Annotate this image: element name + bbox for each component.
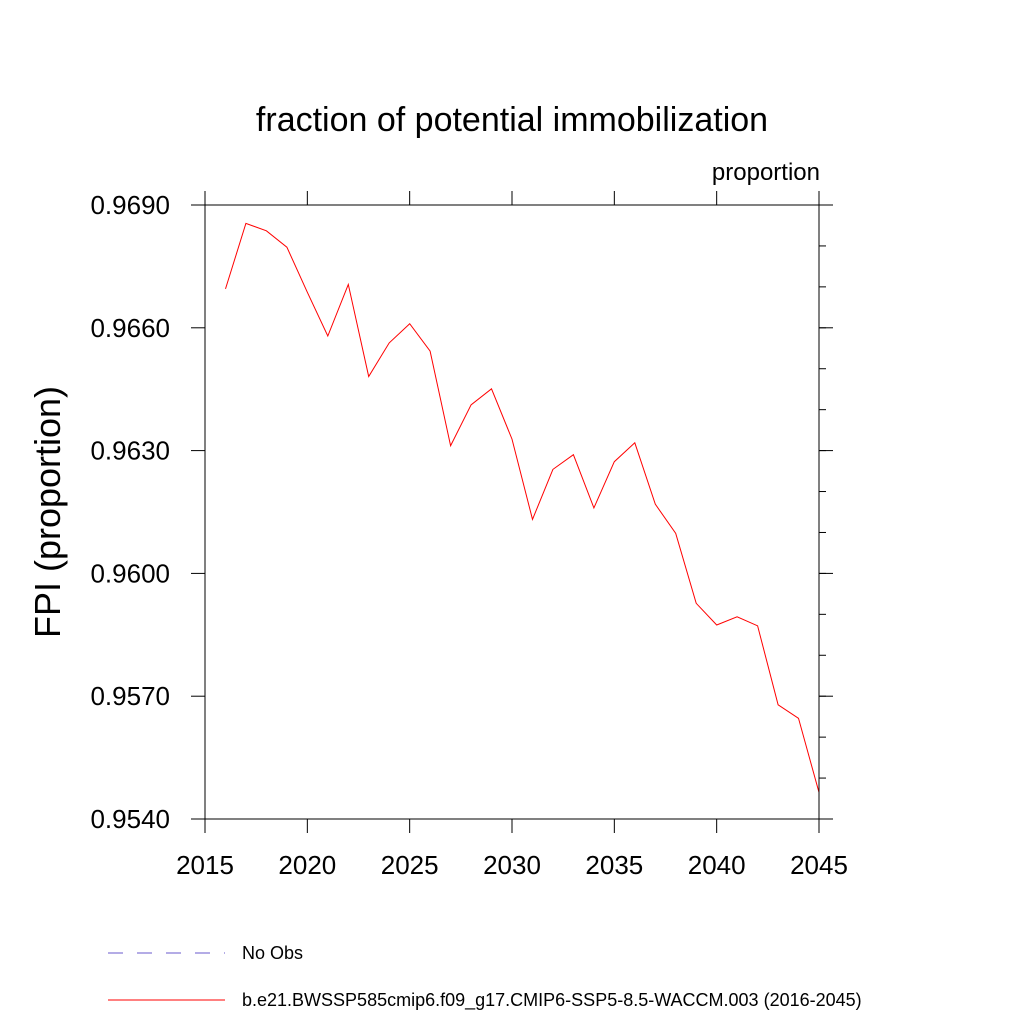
y-tick-label: 0.9540 (90, 804, 170, 834)
axis-ticks (191, 191, 833, 833)
x-tick-label: 2040 (688, 850, 746, 880)
units-label: proportion (712, 159, 820, 186)
x-tick-label: 2020 (278, 850, 336, 880)
y-tick-label: 0.9600 (90, 558, 170, 588)
plot-frame (204, 204, 820, 820)
y-tick-label: 0.9690 (90, 190, 170, 220)
chart-title: fraction of potential immobilization (256, 101, 768, 139)
y-tick-label: 0.9570 (90, 681, 170, 711)
y-tick-label: 0.9660 (90, 313, 170, 343)
axis-tick-labels: 2015 2020 2025 2030 2035 2040 2045 0.9540 0.9570… (90, 190, 847, 880)
y-axis-label: FPI (proportion) (27, 386, 68, 638)
x-tick-label: 2035 (585, 850, 643, 880)
x-tick-label: 2030 (483, 850, 541, 880)
legend-label-no-obs: No Obs (242, 943, 303, 963)
x-tick-label: 2015 (176, 850, 234, 880)
x-tick-label: 2045 (790, 850, 848, 880)
legend: No Obs b.e21.BWSSP585cmip6.f09_g17.CMIP6… (108, 943, 862, 1011)
legend-label-model-run: b.e21.BWSSP585cmip6.f09_g17.CMIP6-SSP5-8… (242, 990, 862, 1011)
x-tick-label: 2025 (381, 850, 439, 880)
y-tick-label: 0.9630 (90, 436, 170, 466)
series-lines (225, 222, 820, 793)
series-line-0 (225, 222, 820, 793)
